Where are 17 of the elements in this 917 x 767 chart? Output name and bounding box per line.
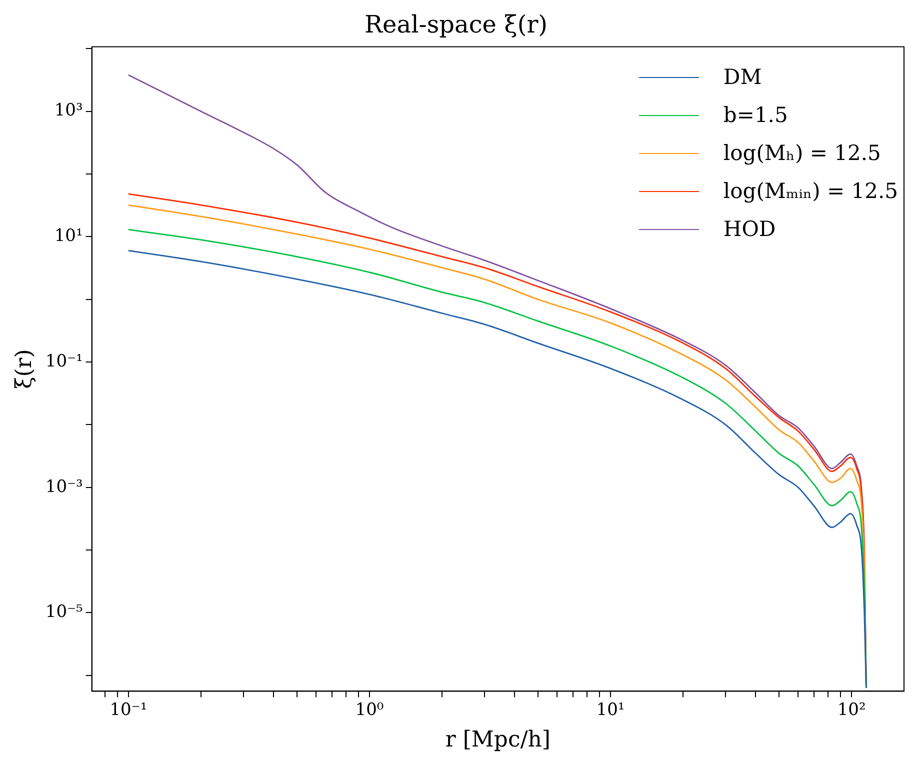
legend-label: b=1.5: [723, 102, 788, 129]
x-tick-label: 10⁻¹: [110, 700, 148, 720]
y-axis-title: ξ(r): [12, 349, 37, 389]
x-tick-label: 10¹: [596, 700, 625, 720]
x-axis-title: r [Mpc/h]: [445, 728, 551, 753]
legend-label: log(Mₕ) = 12.5: [723, 140, 881, 167]
y-tick-label: 10³: [54, 100, 83, 121]
y-tick-label: 10⁻¹: [45, 351, 83, 372]
y-tick-label: 10⁻⁵: [45, 602, 84, 622]
legend-label: HOD: [723, 216, 776, 243]
legend-label: DM: [723, 64, 762, 91]
chart-title: Real-space ξ(r): [364, 10, 548, 39]
x-tick-label: 10²: [837, 700, 866, 720]
x-tick-label: 10⁰: [355, 700, 384, 720]
legend-label: log(Mₘᵢₙ) = 12.5: [723, 178, 898, 205]
y-tick-label: 10¹: [54, 226, 83, 246]
y-tick-label: 10⁻³: [45, 476, 83, 497]
